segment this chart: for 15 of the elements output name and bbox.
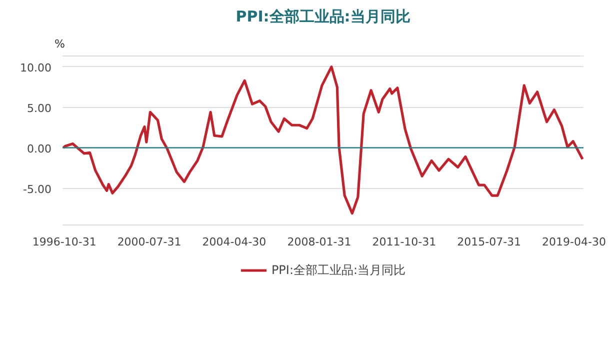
x-tick-label: 2008-01-31: [287, 236, 352, 248]
y-tick-label: 10.00: [20, 61, 52, 74]
x-tick-label: 2000-07-31: [117, 236, 182, 248]
x-tick-label: 2019-04-30: [542, 236, 606, 248]
x-tick-label: 2004-04-30: [202, 236, 266, 248]
legend-label: PPI:全部工业品:当月同比: [271, 262, 406, 278]
line-series: [62, 66, 584, 215]
y-tick-label: -5.00: [23, 182, 52, 196]
y-tick-label: 5.00: [27, 102, 52, 115]
y-tick-label: 0.00: [27, 142, 52, 156]
x-tick-label: 1996-10-31: [32, 236, 96, 248]
x-tick-label: 2015-07-31: [457, 236, 522, 248]
x-tick-label: 2011-10-31: [372, 236, 436, 248]
chart-title: PPI:全部工业品:当月同比: [236, 8, 410, 26]
y-axis-title: %: [54, 38, 65, 50]
